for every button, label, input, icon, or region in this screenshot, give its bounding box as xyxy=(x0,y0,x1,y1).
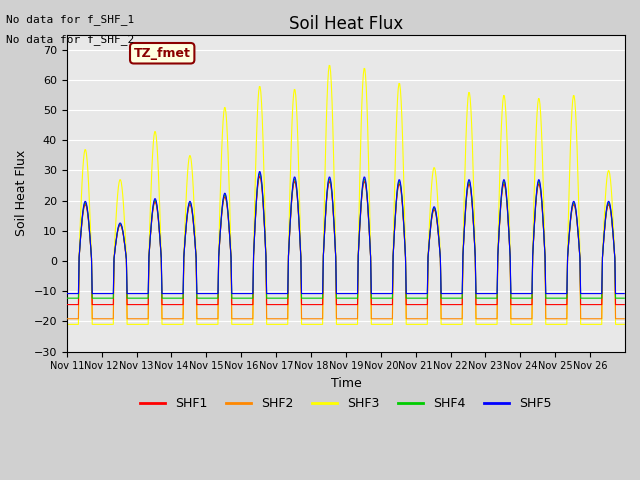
Title: Soil Heat Flux: Soil Heat Flux xyxy=(289,15,403,33)
Text: TZ_fmet: TZ_fmet xyxy=(134,47,191,60)
Legend: SHF1, SHF2, SHF3, SHF4, SHF5: SHF1, SHF2, SHF3, SHF4, SHF5 xyxy=(135,392,557,415)
Text: No data for f_SHF_1: No data for f_SHF_1 xyxy=(6,14,134,25)
Text: No data for f_SHF_2: No data for f_SHF_2 xyxy=(6,34,134,45)
Y-axis label: Soil Heat Flux: Soil Heat Flux xyxy=(15,150,28,236)
X-axis label: Time: Time xyxy=(330,377,361,390)
